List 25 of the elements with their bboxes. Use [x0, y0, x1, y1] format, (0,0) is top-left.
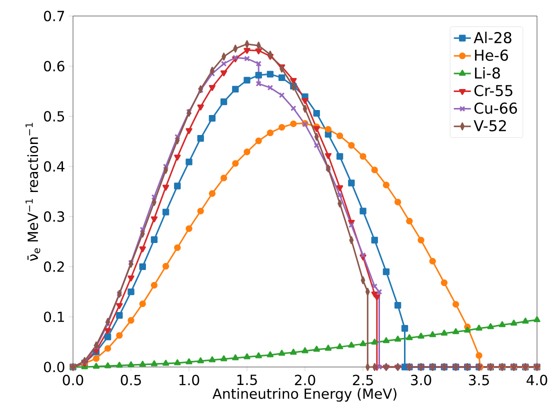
legend-label: Li-8 [475, 67, 500, 79]
y-tick-label: 0.2 [44, 261, 64, 272]
x-tick-label: 2.5 [352, 374, 373, 386]
x-tick-label: 0.5 [120, 374, 141, 386]
y-tick-label: 0.6 [44, 60, 64, 72]
y-tick-label: 0.1 [44, 312, 64, 322]
legend-label: Cu-66 [474, 102, 517, 114]
x-tick-label: 0.0 [62, 374, 84, 386]
y-axis-title: ν̄$_{e}$ MeV$^{−1}$ reaction$^{−1}$ [26, 122, 40, 262]
legend-label: Cr-55 [474, 84, 512, 96]
x-tick-label: 4.0 [526, 374, 548, 386]
x-tick-label: 2.0 [294, 374, 316, 386]
y-tick-label: 0.4 [44, 161, 64, 172]
y-tick-label: 0.7 [44, 10, 64, 22]
legend-label: He-6 [475, 50, 508, 61]
x-axis-title: Antineutrino Energy (MeV) [212, 388, 396, 402]
y-tick-label: 0.5 [44, 111, 64, 122]
x-tick-label: 1.0 [179, 374, 200, 386]
y-tick-label: 0.3 [44, 211, 64, 222]
y-tick-label: 0.0 [44, 362, 64, 372]
legend-label: Al-28 [474, 32, 512, 44]
x-tick-label: 3.5 [468, 374, 489, 386]
x-tick-label: 3.0 [410, 374, 432, 386]
x-tick-label: 1.5 [237, 374, 257, 386]
legend-label: V-52 [474, 120, 506, 132]
